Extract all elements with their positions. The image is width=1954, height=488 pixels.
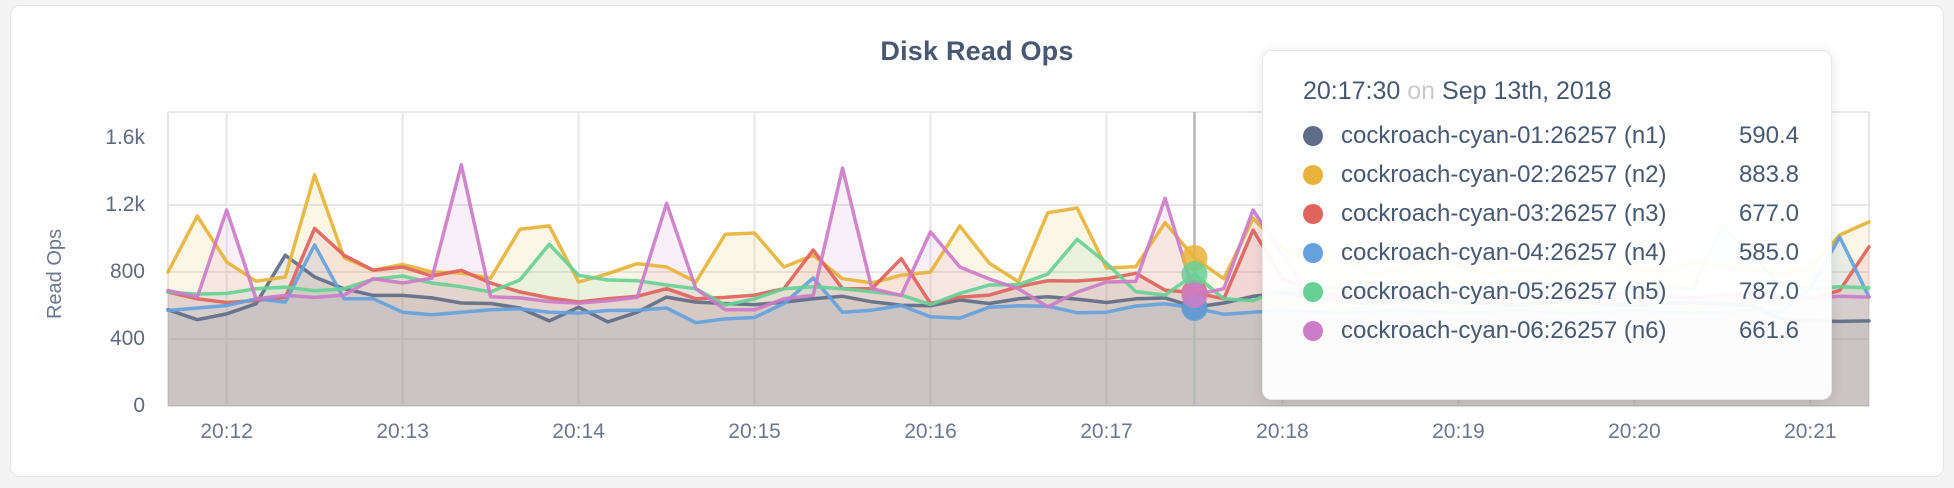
x-tick-label: 20:17	[1080, 420, 1133, 443]
series-label: cockroach-cyan-02:26257 (n2)	[1341, 160, 1667, 188]
hover-tooltip: 20:17:30 on Sep 13th, 2018 cockroach-cya…	[1262, 50, 1832, 400]
series-value: 661.6	[1738, 316, 1799, 344]
series-dot-n4	[1303, 242, 1323, 263]
series-label: cockroach-cyan-05:26257 (n5)	[1341, 277, 1667, 305]
hover-point	[1181, 261, 1208, 288]
series-dot-n1	[1303, 125, 1323, 146]
series-dot-n3	[1303, 203, 1323, 224]
series-dot-n6	[1303, 320, 1323, 341]
tooltip-date: Sep 13th, 2018	[1442, 77, 1612, 105]
series-dot-n2	[1303, 164, 1323, 185]
tooltip-row: cockroach-cyan-02:26257 (n2) 883.8	[1303, 155, 1799, 194]
y-tick-label: 1.2k	[105, 192, 145, 216]
series-value: 787.0	[1738, 277, 1799, 305]
x-tick-label: 20:14	[552, 420, 605, 443]
tooltip-row: cockroach-cyan-01:26257 (n1) 590.4	[1303, 116, 1799, 155]
series-label: cockroach-cyan-04:26257 (n4)	[1341, 238, 1667, 266]
series-label: cockroach-cyan-03:26257 (n3)	[1341, 199, 1667, 227]
x-tick-label: 20:15	[728, 420, 781, 443]
x-tick-label: 20:12	[200, 420, 253, 443]
y-tick-label: 800	[109, 259, 145, 283]
series-value: 677.0	[1738, 199, 1799, 227]
series-dot-n5	[1303, 281, 1323, 302]
x-tick-label: 20:18	[1256, 420, 1309, 443]
series-value: 883.8	[1738, 160, 1799, 188]
series-value: 585.0	[1738, 238, 1799, 266]
x-tick-label: 20:20	[1608, 420, 1661, 443]
y-tick-label: 1.6k	[105, 125, 145, 149]
tooltip-header: 20:17:30 on Sep 13th, 2018	[1303, 77, 1799, 106]
y-tick-label: 0	[133, 394, 145, 417]
tooltip-row: cockroach-cyan-04:26257 (n4) 585.0	[1303, 233, 1799, 272]
x-tick-label: 20:19	[1432, 420, 1485, 443]
series-value: 590.4	[1738, 121, 1799, 149]
x-tick-label: 20:21	[1784, 420, 1837, 443]
tooltip-row: cockroach-cyan-05:26257 (n5) 787.0	[1303, 272, 1799, 311]
series-label: cockroach-cyan-01:26257 (n1)	[1341, 121, 1667, 149]
x-tick-label: 20:13	[376, 420, 429, 443]
tooltip-time: 20:17:30	[1303, 77, 1401, 105]
hover-point	[1181, 282, 1208, 309]
chart-title: Disk Read Ops	[880, 36, 1074, 66]
tooltip-row: cockroach-cyan-06:26257 (n6) 661.6	[1303, 311, 1799, 350]
series-label: cockroach-cyan-06:26257 (n6)	[1341, 316, 1667, 344]
x-tick-label: 20:16	[904, 420, 957, 443]
tooltip-row: cockroach-cyan-03:26257 (n3) 677.0	[1303, 194, 1799, 233]
y-tick-label: 400	[109, 326, 145, 350]
tooltip-connector: on	[1407, 77, 1436, 105]
